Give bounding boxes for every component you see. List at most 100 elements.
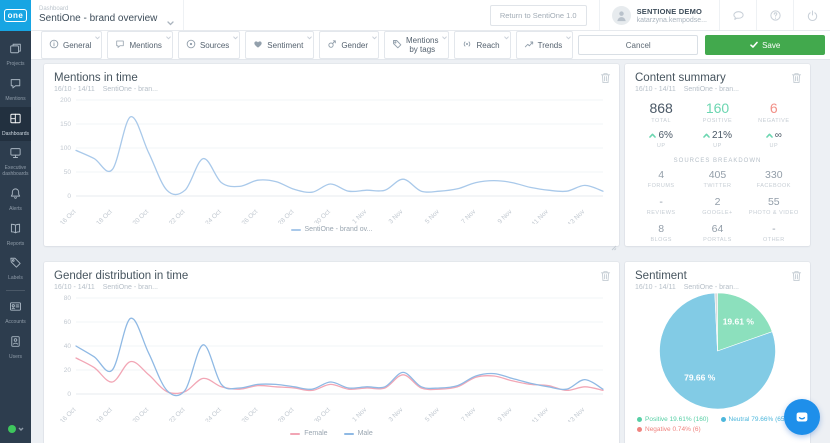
svg-text:18 Oct: 18 Oct (95, 208, 114, 224)
panel-resize-handle[interactable] (611, 238, 617, 251)
svg-text:150: 150 (60, 121, 71, 128)
sentiment-icon (253, 39, 263, 51)
user-menu[interactable]: SENTIONE DEMO katarzyna.kempodse... (598, 0, 719, 30)
filter-chip-general[interactable]: General (41, 31, 103, 59)
svg-text:20: 20 (64, 367, 72, 374)
content-summary-panel: Content summary 16/10 - 14/11 SentiOne -… (625, 64, 810, 246)
sidebar-item-labels[interactable]: Labels (0, 251, 31, 286)
svg-text:28 Oct: 28 Oct (277, 406, 296, 422)
filter-chip-mentions[interactable]: Mentions (107, 31, 173, 59)
svg-text:24 Oct: 24 Oct (204, 406, 223, 422)
sentione-logo[interactable]: one (0, 0, 31, 31)
svg-text:50: 50 (64, 169, 72, 176)
messages-button[interactable] (719, 0, 756, 30)
status-dot (7, 425, 16, 433)
sentiment-legend-negative[interactable]: Negative 0.74% (6) (637, 426, 721, 433)
toolbar-actions: Cancel Save (578, 35, 826, 55)
chevron-down-icon (566, 33, 572, 42)
help-button[interactable] (756, 0, 793, 30)
delete-widget-button[interactable] (791, 72, 802, 87)
sidebar-item-users[interactable]: Users (0, 330, 31, 365)
legend-swatch (290, 432, 301, 435)
sidebar-item-mentions[interactable]: Mentions (0, 72, 31, 107)
sources-breakdown-title: SOURCES BREAKDOWN (673, 158, 762, 164)
svg-text:19.61 %: 19.61 % (723, 317, 755, 327)
connection-status[interactable] (7, 425, 24, 433)
chevron-down-icon (307, 33, 313, 42)
power-icon (807, 10, 817, 21)
svg-text:3 Nov: 3 Nov (388, 406, 405, 422)
filter-chip-mentions-by-tags[interactable]: Mentions by tags (384, 31, 450, 59)
save-button[interactable]: Save (705, 35, 826, 55)
source-stat-google: 2 GOOGLE+ (702, 196, 733, 216)
filter-chip-trends[interactable]: Trends (515, 31, 574, 59)
logout-button[interactable] (793, 0, 830, 30)
delete-widget-button[interactable] (600, 72, 611, 87)
sentiment-legend-neutral[interactable]: Neutral 79.66% (650) (720, 416, 805, 423)
cancel-button[interactable]: Cancel (578, 35, 699, 55)
mentions-chart-legend: SentiOne - brand ov... (44, 226, 619, 233)
date-range: 16/10 - 14/11 (635, 284, 676, 291)
sentiment-legend-positive[interactable]: Positive 19.61% (160) (637, 416, 721, 423)
sidebar-divider (6, 290, 25, 291)
message-bubble-icon (732, 10, 744, 20)
left-sidebar: Projects Mentions Dashboards Executive d… (0, 31, 31, 443)
svg-text:3 Nov: 3 Nov (388, 208, 405, 224)
legend-entry-male[interactable]: Male (343, 430, 373, 437)
sidebar-item-projects[interactable]: Projects (0, 37, 31, 72)
gender-chart-legend: Female Male (44, 430, 619, 437)
svg-text:20 Oct: 20 Oct (132, 208, 151, 224)
summary-deltas: 6% UP 21% UP (625, 124, 810, 149)
svg-text:11 Nov: 11 Nov (531, 406, 551, 422)
sidebar-item-alerts[interactable]: Alerts (0, 182, 31, 217)
panel-subtitle: 16/10 - 14/11 SentiOne - bran... (635, 86, 800, 93)
support-chat-button[interactable] (784, 399, 820, 435)
panel-subtitle: 16/10 - 14/11 SentiOne - bran... (635, 284, 800, 291)
mentions-in-time-panel: Mentions in time 16/10 - 14/11 SentiOne … (44, 64, 619, 251)
legend-entry-sentione-brand-ov[interactable]: SentiOne - brand ov... (290, 226, 372, 233)
filter-chip-reach[interactable]: Reach (454, 31, 511, 59)
sidebar-item-dashboards[interactable]: Dashboards (0, 106, 31, 142)
panel-title: Content summary (635, 72, 726, 84)
svg-text:30 Oct: 30 Oct (313, 208, 332, 224)
delete-widget-button[interactable] (600, 270, 611, 285)
svg-text:100: 100 (60, 145, 71, 152)
svg-text:18 Oct: 18 Oct (95, 406, 114, 422)
svg-text:16 Oct: 16 Oct (59, 406, 78, 422)
svg-text:200: 200 (60, 97, 71, 104)
user-name: SENTIONE DEMO (636, 6, 703, 16)
dashboard-selector[interactable]: Dashboard SentiOne - brand overview (31, 0, 185, 30)
summary-stat-positive: 160 POSITIVE (702, 100, 733, 124)
accounts-icon (9, 300, 22, 318)
legend-entry-female[interactable]: Female (290, 430, 328, 437)
project-name: SentiOne - bran... (683, 284, 740, 291)
executive-dashboards-icon (9, 146, 22, 164)
widget-chips: General Mentions Sources Sent (41, 31, 574, 59)
legend-dot (720, 417, 726, 422)
sidebar-item-reports[interactable]: Reports (0, 217, 31, 252)
svg-text:30 Oct: 30 Oct (313, 406, 332, 422)
chevron-down-icon (503, 33, 509, 42)
filter-chip-sentiment[interactable]: Sentiment (245, 31, 315, 59)
svg-text:24 Oct: 24 Oct (204, 208, 223, 224)
sidebar-item-accounts[interactable]: Accounts (0, 295, 31, 330)
sentiment-panel: Sentiment 16/10 - 14/11 SentiOne - bran.… (625, 262, 810, 443)
svg-text:5 Nov: 5 Nov (424, 406, 441, 422)
return-to-v1-button[interactable]: Return to SentiOne 1.0 (489, 4, 587, 26)
trash-icon (791, 271, 802, 282)
source-stat-reviews: - REVIEWS (646, 196, 676, 216)
filter-chip-gender[interactable]: Gender (319, 31, 380, 59)
top-header: Dashboard SentiOne - brand overview Retu… (31, 0, 830, 31)
svg-text:11 Nov: 11 Nov (531, 208, 551, 224)
arrow-up-icon (765, 133, 773, 138)
svg-text:80: 80 (64, 295, 72, 302)
panel-header: Sentiment 16/10 - 14/11 SentiOne - bran.… (625, 262, 810, 291)
filter-chip-sources[interactable]: Sources (177, 31, 241, 59)
delete-widget-button[interactable] (791, 270, 802, 285)
svg-text:28 Oct: 28 Oct (277, 208, 296, 224)
trash-icon (600, 73, 611, 84)
checkmark-icon (750, 41, 758, 48)
panel-header: Gender distribution in time 16/10 - 14/1… (44, 262, 619, 291)
trash-icon (791, 73, 802, 84)
sidebar-item-executive-dashboards[interactable]: Executive dashboards (0, 141, 31, 182)
